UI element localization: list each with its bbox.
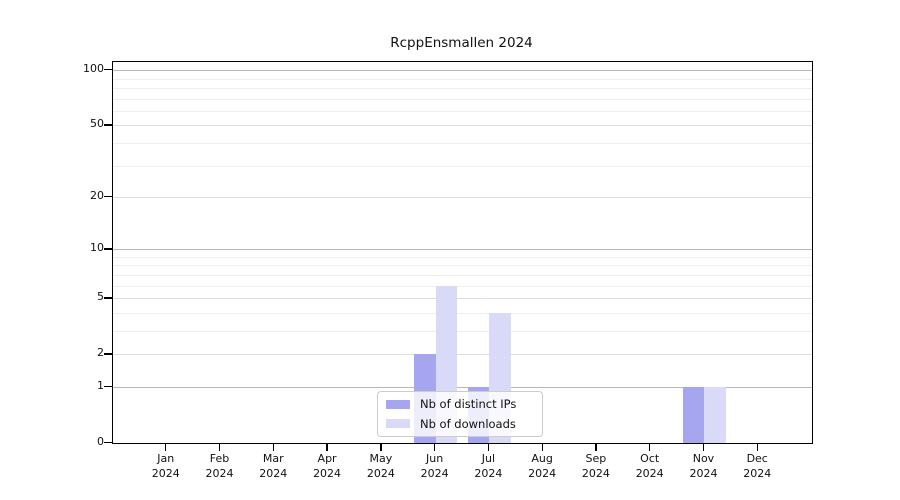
bar-distinct-ips-nov (682, 386, 705, 443)
y-tick-mark (104, 385, 112, 388)
gridline (113, 142, 812, 144)
gridline (113, 386, 812, 388)
x-tick-label: Apr 2024 (313, 452, 342, 480)
y-tick-label: 20 (90, 189, 104, 202)
x-tick-mark (326, 443, 328, 451)
chart-title: RcppEnsmallen 2024 (390, 35, 533, 51)
x-tick-mark (595, 443, 597, 451)
x-tick-mark (380, 443, 382, 451)
x-tick-label: Mar 2024 (259, 452, 288, 480)
gridline (113, 265, 812, 267)
legend-item-distinct-ips: Nb of distinct IPs (386, 397, 542, 411)
y-tick-mark (104, 69, 112, 71)
gridline (113, 87, 812, 89)
gridline (113, 354, 812, 356)
bar-downloads-nov (704, 386, 726, 443)
y-tick-label: 10 (90, 241, 104, 255)
y-tick-label: 0 (97, 435, 104, 448)
x-tick-label: Jun 2024 (420, 452, 449, 480)
x-tick-label: Nov 2024 (689, 452, 718, 480)
x-tick-mark (649, 443, 651, 451)
y-tick-mark (104, 353, 112, 355)
y-tick-label: 100 (83, 62, 104, 76)
gridline (113, 125, 812, 127)
y-tick-mark (104, 248, 112, 250)
x-tick-label: Jan 2024 (151, 452, 180, 480)
gridline (113, 285, 812, 287)
x-tick-mark (165, 443, 167, 451)
y-tick-mark (104, 124, 112, 126)
gridline (113, 312, 812, 314)
y-tick-mark (104, 297, 112, 299)
x-tick-mark (434, 443, 436, 451)
x-tick-mark (272, 443, 274, 451)
gridline (113, 298, 812, 300)
y-tick-label: 50 (90, 117, 104, 131)
legend-swatch-distinct-ips (386, 399, 410, 409)
x-tick-label: Feb 2024 (205, 452, 234, 480)
x-tick-mark (756, 443, 758, 451)
x-tick-mark (702, 443, 705, 451)
y-tick-mark (104, 442, 112, 444)
y-tick-label: 5 (97, 290, 104, 304)
gridline (113, 256, 812, 258)
y-tick-mark (104, 196, 112, 198)
x-tick-label: Dec 2024 (743, 452, 772, 480)
y-tick-label: 1 (97, 378, 104, 392)
gridline (113, 274, 812, 276)
gridline (113, 78, 812, 80)
legend: Nb of distinct IPs Nb of downloads (377, 391, 543, 437)
x-tick-label: Oct 2024 (635, 452, 664, 480)
gridline (113, 110, 812, 112)
gridline (113, 330, 812, 332)
x-tick-label: May 2024 (366, 452, 395, 480)
y-tick-label: 2 (97, 346, 104, 360)
x-tick-mark (487, 443, 490, 451)
x-tick-label: Sep 2024 (581, 452, 610, 480)
legend-item-downloads: Nb of downloads (386, 417, 542, 431)
plot-area (112, 61, 813, 444)
gridline (113, 165, 812, 167)
x-tick-label: Aug 2024 (528, 452, 557, 480)
x-tick-mark (218, 443, 221, 451)
legend-label-distinct-ips: Nb of distinct IPs (420, 397, 517, 412)
x-tick-mark (541, 443, 543, 451)
gridline (113, 249, 812, 251)
gridline (113, 70, 812, 72)
gridline (113, 98, 812, 100)
legend-label-downloads: Nb of downloads (420, 416, 516, 431)
x-tick-label: Jul 2024 (474, 452, 503, 480)
gridline (113, 197, 812, 198)
legend-swatch-downloads (386, 419, 410, 429)
